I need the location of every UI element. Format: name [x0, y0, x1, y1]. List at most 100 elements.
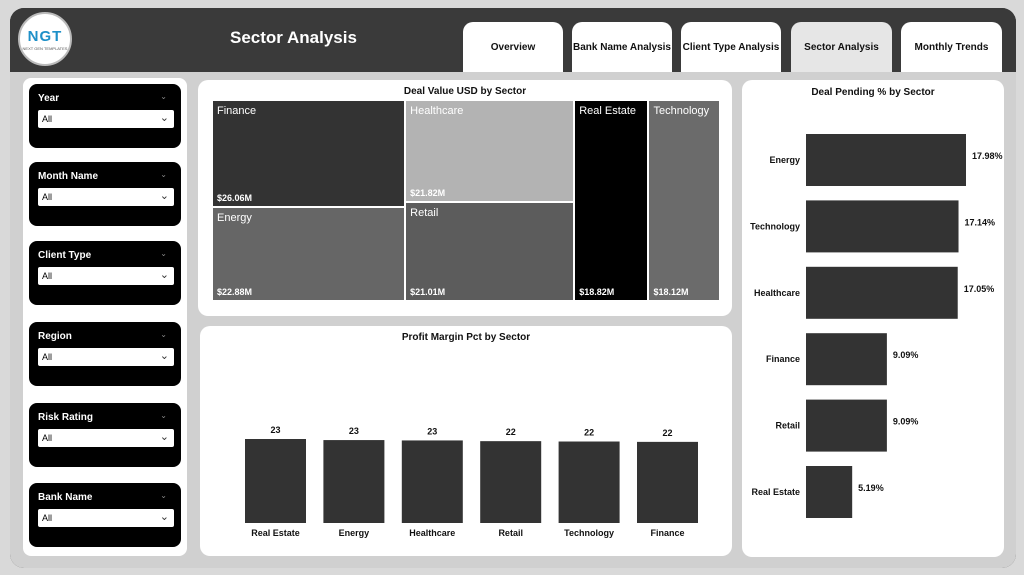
month-name-select[interactable]: All ⌄	[38, 188, 174, 206]
bar-real-estate[interactable]	[806, 466, 853, 518]
risk-rating-select[interactable]: All ⌄	[38, 429, 174, 447]
chevron-down-icon[interactable]: ⌄	[160, 92, 167, 101]
bar-value-label: 9.09%	[893, 350, 919, 360]
tile-value: $18.82M	[579, 287, 615, 297]
risk-rating-slicer: Risk Rating ⌄ All ⌄	[29, 403, 181, 467]
tile-label: Energy	[217, 212, 252, 225]
chevron-down-icon[interactable]: ⌄	[160, 170, 167, 179]
tile-label: Finance	[217, 105, 257, 117]
tab-sector-analysis[interactable]: Sector Analysis	[791, 22, 892, 72]
category-label: Energy	[769, 155, 800, 165]
treemap: Finance $26.06M Energy $22.88M Healthcare $21…	[212, 100, 720, 301]
bar-retail[interactable]	[480, 441, 542, 523]
tab-overview[interactable]: Overview	[463, 22, 563, 72]
category-label: Retail	[498, 528, 523, 538]
tile-label: Healthcare	[410, 105, 464, 117]
chevron-down-icon[interactable]: ⌄	[160, 249, 167, 258]
bar-real-estate[interactable]	[245, 439, 306, 523]
chevron-down-icon: ⌄	[159, 112, 169, 124]
year-slicer: Year ⌄ All ⌄	[29, 84, 181, 148]
bar-value-label: 22	[584, 428, 594, 438]
year-select[interactable]: All ⌄	[38, 110, 174, 128]
chevron-down-icon: ⌄	[159, 511, 169, 523]
header: NGT NEXT GEN TEMPLATES Sector Analysis O…	[10, 8, 1016, 72]
tab-monthly-trends[interactable]: Monthly Trends	[901, 22, 1002, 72]
chart-title: Profit Margin Pct by Sector	[401, 332, 531, 343]
client-type-select[interactable]: All ⌄	[38, 267, 174, 285]
category-label: Technology	[564, 528, 614, 538]
client-type-slicer: Client Type ⌄ All ⌄	[29, 241, 181, 305]
tile-value: $21.01M	[410, 286, 446, 297]
profit-margin-chart: 23 Real Estate 23 Energy 23 Healthcare 22 Retai…	[245, 425, 698, 538]
bar-finance[interactable]	[806, 333, 887, 386]
region-slicer: Region ⌄ All ⌄	[29, 322, 181, 386]
category-label: Real Estate	[751, 487, 800, 497]
profit-margin-panel: Profit Margin Pct by Sector 23 Real Estat…	[200, 326, 732, 556]
slicer-label: Year	[38, 93, 60, 104]
chevron-down-icon[interactable]: ⌄	[160, 411, 167, 420]
bar-healthcare[interactable]	[401, 440, 463, 523]
tile-label: Retail	[410, 207, 439, 220]
bar-energy[interactable]	[323, 440, 385, 523]
deal-pending-panel: Deal Pending % by Sector Energy 17.98% Tec…	[742, 80, 1004, 557]
chart-title: Deal Pending % by Sector	[811, 87, 935, 98]
logo: NGT NEXT GEN TEMPLATES	[18, 12, 72, 66]
tile-value: $21.82M	[410, 188, 446, 199]
category-label: Healthcare	[409, 528, 455, 538]
slicer-label: Client Type	[38, 250, 92, 261]
bank-name-select[interactable]: All ⌄	[38, 509, 174, 527]
category-label: Real Estate	[251, 528, 300, 538]
bar-finance[interactable]	[637, 441, 698, 523]
deal-value-treemap-panel: Deal Value USD by Sector Finance $26.06M E…	[198, 80, 732, 316]
tile-label: Real Estate	[579, 105, 637, 117]
region-select[interactable]: All ⌄	[38, 348, 174, 366]
dashboard-frame: NGT NEXT GEN TEMPLATES Sector Analysis O…	[10, 8, 1016, 568]
bar-value-label: 9.09%	[893, 417, 919, 427]
category-label: Energy	[339, 528, 370, 538]
bar-value-label: 17.14%	[965, 217, 996, 227]
page-title: Sector Analysis	[230, 28, 357, 47]
bar-technology[interactable]	[558, 441, 620, 523]
category-label: Finance	[766, 354, 800, 364]
bar-value-label: 17.05%	[964, 284, 995, 294]
deal-pending-chart: Energy 17.98% Technology 17.14% Healthcare 17…	[750, 134, 1003, 518]
bar-value-label: 22	[662, 428, 672, 438]
bar-technology[interactable]	[806, 200, 959, 253]
logo-subtext: NEXT GEN TEMPLATES	[22, 45, 68, 51]
logo-text: NGT	[27, 27, 63, 45]
chart-title: Deal Value USD by Sector	[403, 86, 527, 97]
category-label: Retail	[775, 421, 800, 431]
treemap-tile-energy[interactable]: Energy $22.88M	[212, 207, 406, 301]
bar-value-label: 17.98%	[972, 151, 1003, 161]
slicer-label: Risk Rating	[38, 412, 94, 423]
bar-value-label: 23	[349, 426, 359, 436]
category-label: Finance	[650, 528, 684, 538]
treemap-tile-finance[interactable]: Finance $26.06M	[212, 100, 406, 208]
month-name-slicer: Month Name ⌄ All ⌄	[29, 162, 181, 226]
category-label: Technology	[750, 221, 800, 231]
bar-healthcare[interactable]	[806, 266, 958, 319]
treemap-tile-retail[interactable]: Retail $21.01M	[405, 202, 575, 301]
category-label: Healthcare	[754, 288, 800, 298]
treemap-tile-technology[interactable]: Technology $18.12M	[648, 100, 720, 301]
tab-bank-name-analysis[interactable]: Bank Name Analysis	[572, 22, 672, 72]
tab-client-type-analysis[interactable]: Client Type Analysis	[681, 22, 781, 72]
treemap-tile-real-estate[interactable]: Real Estate $18.82M	[574, 100, 649, 301]
chevron-down-icon: ⌄	[159, 350, 169, 362]
filter-panel: Year ⌄ All ⌄ Month Name ⌄ All ⌄ Client Typ…	[23, 78, 187, 556]
bar-retail[interactable]	[806, 399, 887, 452]
bar-value-label: 23	[270, 425, 280, 435]
chevron-down-icon[interactable]: ⌄	[160, 491, 167, 500]
tile-label: Technology	[653, 105, 710, 117]
chevron-down-icon[interactable]: ⌄	[160, 330, 167, 339]
chevron-down-icon: ⌄	[159, 269, 169, 281]
slicer-label: Bank Name	[38, 492, 93, 503]
content-area: Year ⌄ All ⌄ Month Name ⌄ All ⌄ Client Typ…	[10, 72, 1016, 568]
tile-value: $18.12M	[653, 287, 689, 297]
bank-name-slicer: Bank Name ⌄ All ⌄	[29, 483, 181, 547]
bar-value-label: 23	[427, 426, 437, 436]
tile-value: $22.88M	[217, 286, 253, 297]
bar-energy[interactable]	[806, 134, 966, 186]
bar-value-label: 22	[506, 427, 516, 437]
treemap-tile-healthcare[interactable]: Healthcare $21.82M	[405, 100, 575, 203]
